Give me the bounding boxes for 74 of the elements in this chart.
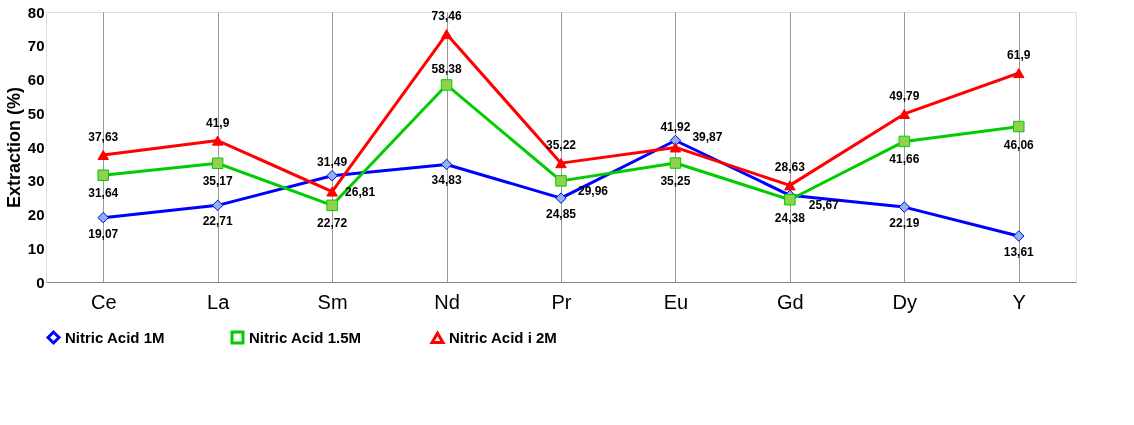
x-tick-label: Dy [892,290,918,313]
data-label: 35,25 [660,174,691,189]
data-label: 46,06 [1003,137,1035,152]
point [440,158,453,171]
y-axis-title: Extraction (%) [3,86,24,209]
data-label: 35,17 [202,174,234,189]
x-tick-label: Gd [777,290,804,313]
data-label: 19,07 [88,226,119,241]
legend-label: Nitric Acid 1.5M [249,328,361,346]
x-tick-label: Ce [90,290,117,313]
point [440,29,453,40]
point [211,199,224,212]
point [211,157,224,170]
point [555,175,567,187]
data-label: 73,46 [431,9,462,24]
y-tick-label: 10 [27,239,45,257]
point [440,79,453,91]
x-tick-label: La [207,290,231,313]
data-label: 29,96 [577,183,609,198]
point [555,192,567,204]
data-label: 35,22 [545,138,577,153]
data-label: 22,71 [202,214,234,229]
data-label: 61,9 [1007,48,1031,63]
point [669,157,682,169]
legend-label: Nitric Acid i 2M [449,328,557,346]
point [1013,230,1025,242]
data-label: 41,9 [205,115,230,130]
x-tick-label: Eu [663,290,689,313]
y-tick-label: 60 [27,71,45,88]
point [784,180,796,191]
point [898,108,911,119]
y-tick-label: 30 [27,172,45,190]
data-label: 22,72 [317,216,348,231]
y-tick-label: 70 [27,37,45,55]
data-label: 24,38 [774,210,806,225]
data-label: 39,87 [692,130,723,145]
point [97,211,109,224]
point [326,169,338,182]
point [784,193,796,206]
point [97,149,109,161]
point [898,135,911,148]
y-tick-label: 40 [27,138,45,156]
legend-label: Nitric Acid 1M [65,328,165,346]
x-tick-label: Y [1012,290,1026,313]
point [326,186,338,197]
y-tick-label: 80 [27,3,45,21]
data-label: 24,85 [545,207,577,222]
y-tick-label: 50 [27,104,45,122]
point [1013,68,1025,79]
data-label: 34,83 [431,173,462,188]
data-label: 31,64 [88,186,119,201]
y-tick-label: 20 [27,206,45,223]
data-label: 31,49 [317,154,348,169]
point [898,201,911,213]
point [97,169,109,181]
data-label: 41,66 [889,152,920,167]
data-label: 58,38 [431,61,462,76]
data-label: 26,81 [345,184,376,199]
x-tick-label: Sm [317,290,348,313]
y-tick-label: 0 [36,273,45,291]
point [1013,120,1025,133]
point [669,142,682,153]
x-tick-label: Nd [434,290,460,313]
data-label: 37,63 [88,130,119,144]
point [211,135,224,146]
x-tick-label: Pr [551,290,572,313]
data-label: 49,79 [889,88,920,103]
data-label: 28,63 [774,160,806,175]
data-label: 41,92 [660,119,691,134]
data-label: 25,67 [808,198,840,213]
data-label: 13,61 [1003,245,1035,260]
data-label: 22,19 [889,216,920,231]
point [555,158,567,169]
point [326,199,338,212]
